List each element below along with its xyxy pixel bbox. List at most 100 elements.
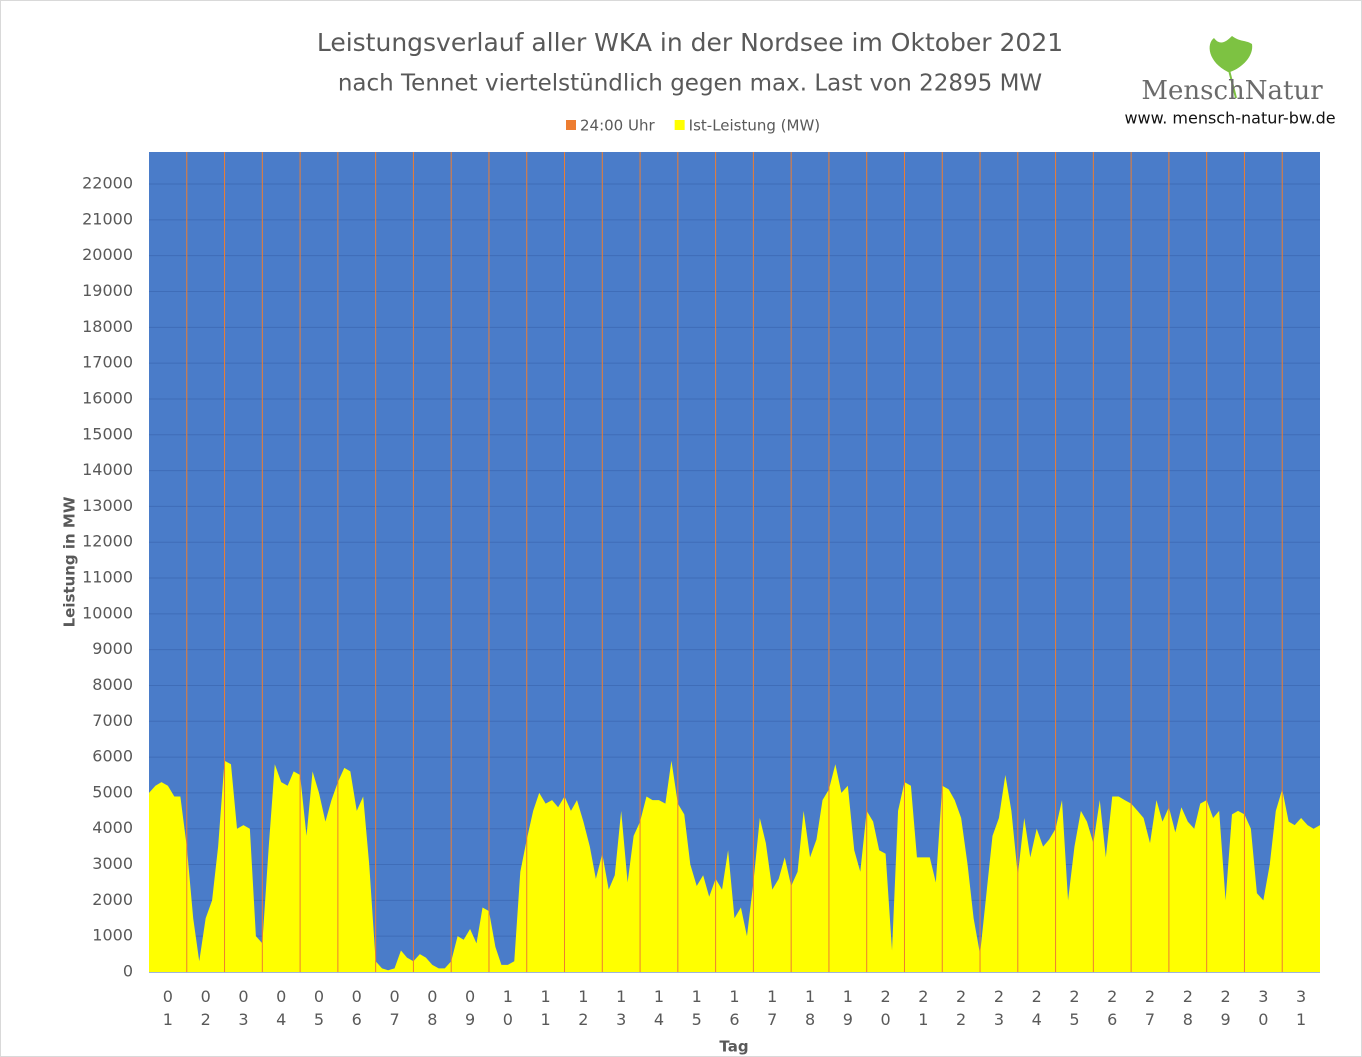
x-axis-label: Tag [719, 1038, 748, 1056]
x-tick-digit: 0 [1258, 1010, 1268, 1029]
x-tick-digit: 0 [503, 1010, 513, 1029]
x-tick-digit: 8 [805, 1010, 815, 1029]
x-tick-digit: 7 [1145, 1010, 1155, 1029]
y-tick-label: 18000 [82, 317, 133, 336]
y-tick-label: 10000 [82, 603, 133, 622]
x-tick-digit: 1 [163, 1010, 173, 1029]
y-tick-label: 2000 [92, 890, 133, 909]
x-tick-digit: 2 [1032, 987, 1042, 1006]
x-tick-digit: 9 [843, 1010, 853, 1029]
x-tick-digit: 7 [389, 1010, 399, 1029]
x-tick-digit: 2 [578, 1010, 588, 1029]
x-tick-digit: 1 [616, 987, 626, 1006]
x-tick-digit: 8 [1183, 1010, 1193, 1029]
x-tick-digit: 0 [276, 987, 286, 1006]
x-tick-digit: 0 [163, 987, 173, 1006]
y-tick-label: 16000 [82, 388, 133, 407]
x-tick-digit: 5 [692, 1010, 702, 1029]
x-tick-digit: 2 [956, 987, 966, 1006]
x-tick-digit: 1 [767, 987, 777, 1006]
x-tick-digit: 4 [276, 1010, 286, 1029]
x-tick-digit: 2 [1183, 987, 1193, 1006]
logo-text: MenschNatur [1141, 76, 1323, 106]
y-tick-label: 17000 [82, 353, 133, 372]
x-tick-digit: 1 [541, 1010, 551, 1029]
x-tick-digit: 1 [541, 987, 551, 1006]
x-tick-digit: 2 [881, 987, 891, 1006]
x-tick-digit: 2 [1069, 987, 1079, 1006]
x-tick-digit: 5 [314, 1010, 324, 1029]
y-tick-label: 22000 [82, 174, 133, 193]
y-tick-label: 19000 [82, 281, 133, 300]
x-tick-digit: 2 [1220, 987, 1230, 1006]
x-tick-digit: 1 [578, 987, 588, 1006]
x-tick-digit: 5 [1069, 1010, 1079, 1029]
y-tick-label: 21000 [82, 209, 133, 228]
legend-swatch [674, 120, 685, 130]
x-tick-digit: 1 [843, 987, 853, 1006]
x-tick-digit: 1 [729, 987, 739, 1006]
y-tick-label: 7000 [92, 711, 133, 730]
y-tick-label: 15000 [82, 424, 133, 443]
x-tick-digit: 0 [352, 987, 362, 1006]
x-tick-digit: 2 [918, 987, 928, 1006]
legend-label: 24:00 Uhr [580, 117, 655, 135]
x-tick-digit: 1 [503, 987, 513, 1006]
x-tick-digit: 2 [1107, 987, 1117, 1006]
x-tick-digit: 6 [1107, 1010, 1117, 1029]
x-tick-digit: 0 [465, 987, 475, 1006]
x-tick-digit: 1 [805, 987, 815, 1006]
y-tick-label: 4000 [92, 818, 133, 837]
x-tick-digit: 0 [201, 987, 211, 1006]
legend: 24:00 Uhr Ist-Leistung (MW) [566, 117, 820, 135]
logo-leaf [1209, 36, 1253, 72]
x-tick-digit: 3 [994, 1010, 1004, 1029]
x-tick-digit: 9 [465, 1010, 475, 1029]
x-tick-digit: 1 [1296, 1010, 1306, 1029]
legend-swatch [566, 120, 576, 130]
x-tick-digit: 7 [767, 1010, 777, 1029]
x-tick-digit: 6 [352, 1010, 362, 1029]
y-tick-label: 6000 [92, 747, 133, 766]
x-tick-digit: 1 [692, 987, 702, 1006]
y-tick-label: 12000 [82, 532, 133, 551]
x-tick-digit: 3 [1296, 987, 1306, 1006]
x-tick-digit: 4 [1032, 1010, 1042, 1029]
y-tick-label: 9000 [92, 639, 133, 658]
area [149, 760, 1320, 972]
x-tick-digit: 8 [427, 1010, 437, 1029]
x-tick-digit: 3 [1258, 987, 1268, 1006]
y-axis-label: Leistung in MW [61, 496, 79, 627]
x-tick-digit: 1 [654, 987, 664, 1006]
logo-stem [1228, 69, 1237, 99]
chart-subtitle: nach Tennet viertelstündlich gegen max. … [338, 71, 1042, 97]
x-tick-digit: 0 [427, 987, 437, 1006]
x-tick-digit: 3 [238, 1010, 248, 1029]
x-tick-digit: 2 [201, 1010, 211, 1029]
x-tick-digit: 6 [729, 1010, 739, 1029]
y-tick-label: 3000 [92, 854, 133, 873]
x-tick-digit: 9 [1220, 1010, 1230, 1029]
